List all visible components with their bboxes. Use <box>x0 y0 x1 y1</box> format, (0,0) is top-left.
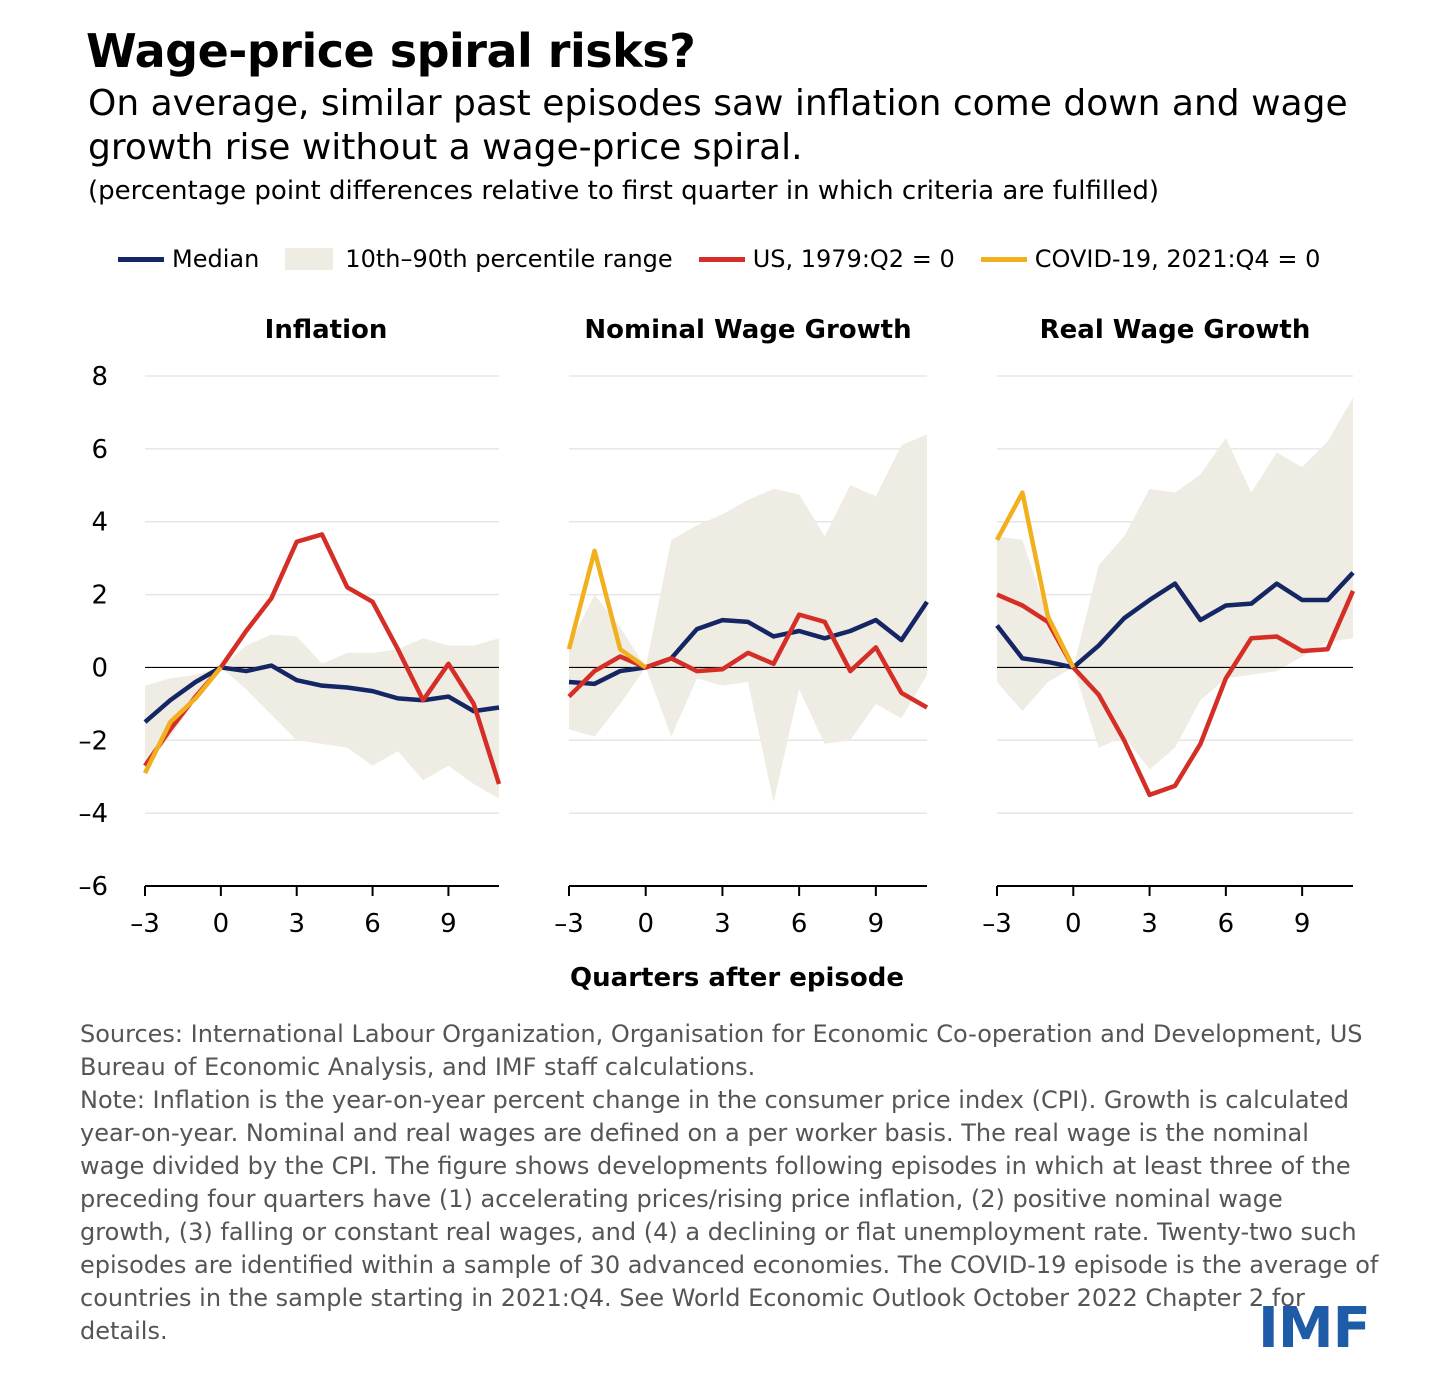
panel-2: Real Wage Growth –3 0 3 6 9 <box>982 315 1356 939</box>
x-tick-label: 0 <box>637 909 654 939</box>
legend-swatch-band <box>285 248 334 270</box>
note-text: Note: Inflation is the year-on-year perc… <box>80 1086 1379 1345</box>
y-tick-label: 6 <box>91 435 108 465</box>
x-tick-label: 3 <box>288 909 305 939</box>
median-line <box>995 571 1355 670</box>
x-tick-label: 9 <box>1294 909 1311 939</box>
panel-title: Inflation <box>265 315 388 345</box>
y-tick-label: –4 <box>78 799 108 829</box>
legend-item-us: US, 1979:Q2 = 0 <box>698 245 955 273</box>
panel-title: Real Wage Growth <box>1040 315 1311 345</box>
panel-1: Nominal Wage Growth –3 0 3 6 9 <box>554 315 929 939</box>
y-tick-label: 2 <box>91 581 108 611</box>
legend-label-us: US, 1979:Q2 = 0 <box>752 245 955 273</box>
x-tick-label: 3 <box>714 909 731 939</box>
y-tick-label: 0 <box>91 653 108 683</box>
units-note: (percentage point differences relative t… <box>88 176 1159 206</box>
x-tick-label: 6 <box>791 909 808 939</box>
y-tick-label: 8 <box>91 362 108 392</box>
covid-line <box>566 548 648 670</box>
x-tick-label: 0 <box>1065 909 1082 939</box>
legend-item-band: 10th–90th percentile range <box>285 245 673 273</box>
y-tick-label: –6 <box>78 872 108 902</box>
footer-notes: Sources: International Labour Organizati… <box>80 1018 1380 1348</box>
percentile-band <box>569 434 927 803</box>
covid-line <box>995 490 1076 669</box>
x-tick-label: 0 <box>213 909 230 939</box>
legend-swatch-median <box>118 256 164 262</box>
x-tick-label: –3 <box>982 909 1012 939</box>
panel-title: Nominal Wage Growth <box>584 315 911 345</box>
x-axis-label: Quarters after episode <box>570 963 904 993</box>
legend-label-covid: COVID-19, 2021:Q4 = 0 <box>1034 245 1321 273</box>
legend-item-median: Median <box>118 245 259 273</box>
legend: Median 10th–90th percentile range US, 19… <box>118 242 1346 276</box>
legend-label-median: Median <box>172 245 260 273</box>
chart-subtitle: On average, similar past episodes saw in… <box>88 83 1348 168</box>
y-tick-label: 4 <box>91 508 108 538</box>
x-tick-label: –3 <box>130 909 160 939</box>
sources-text: Sources: International Labour Organizati… <box>80 1020 1363 1081</box>
median-line <box>143 663 500 724</box>
panel-0: Inflation –3 0 3 6 9 <box>130 315 502 939</box>
legend-label-band: 10th–90th percentile range <box>345 245 673 273</box>
legend-item-covid: COVID-19, 2021:Q4 = 0 <box>980 245 1321 273</box>
imf-logo: IMF <box>1258 1296 1371 1361</box>
median-line <box>568 600 929 687</box>
covid-line <box>142 666 223 775</box>
percentile-band <box>145 634 499 799</box>
x-tick-label: 9 <box>440 909 457 939</box>
x-tick-label: –3 <box>554 909 584 939</box>
x-tick-label: 9 <box>868 909 885 939</box>
x-tick-label: 6 <box>1218 909 1235 939</box>
chart-title: Wage-price spiral risks? <box>86 24 696 78</box>
y-tick-label: –2 <box>78 726 108 756</box>
legend-swatch-covid <box>980 256 1027 262</box>
x-tick-label: 6 <box>364 909 381 939</box>
legend-swatch-us <box>698 256 745 262</box>
x-tick-label: 3 <box>1141 909 1158 939</box>
us-line <box>567 612 929 710</box>
